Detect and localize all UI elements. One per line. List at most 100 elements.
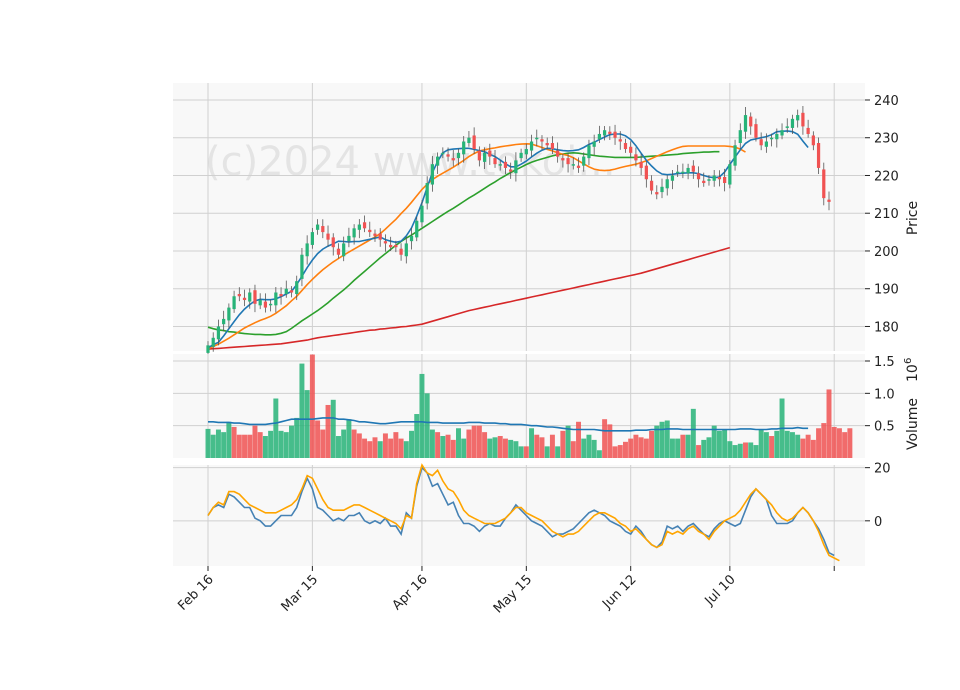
volume-bar <box>560 430 566 458</box>
candle-body <box>655 192 659 195</box>
volume-bar <box>784 430 790 458</box>
candle-body <box>462 141 466 155</box>
candle-body <box>498 164 502 166</box>
y-tick-label: 240 <box>874 94 899 109</box>
volume-bar <box>257 432 263 458</box>
candle-body <box>629 146 633 153</box>
volume-bar <box>461 438 467 458</box>
volume-bar <box>737 443 743 458</box>
volume-bar <box>722 429 728 458</box>
candle-body <box>702 180 706 184</box>
volume-bars <box>205 354 853 458</box>
y-tick-label: 230 <box>874 132 899 147</box>
volume-bar <box>633 434 639 458</box>
volume-bar <box>362 438 368 458</box>
candle-body <box>446 154 450 157</box>
x-tick-label: May 15 <box>491 572 535 616</box>
x-axis: Feb 16 Mar 15 Apr 16 May 15 Jun 12 Jul 10 <box>175 566 835 616</box>
ma-long-line <box>207 150 720 336</box>
price-grid <box>173 83 865 351</box>
volume-bar <box>403 441 409 458</box>
candle-body <box>482 152 487 162</box>
candle-body <box>571 164 575 166</box>
candle-body <box>336 248 341 255</box>
y-tick-label: 20 <box>874 462 891 477</box>
candle-body <box>477 150 481 161</box>
volume-bar <box>612 446 618 458</box>
candle-body <box>582 156 586 166</box>
candle-body <box>441 152 445 155</box>
y-tick-label: 0.5 <box>874 420 895 435</box>
volume-bar <box>623 441 628 458</box>
volume-bar <box>236 434 242 458</box>
candle-body <box>289 290 294 293</box>
volume-bar <box>330 399 336 458</box>
volume-bar <box>482 432 488 458</box>
volume-bar <box>795 434 801 458</box>
y-tick-label: 1.5 <box>874 355 895 370</box>
volume-bar <box>513 441 519 458</box>
candle-body <box>686 167 690 174</box>
candle-body <box>415 220 419 238</box>
volume-bar <box>654 425 660 458</box>
volume-bar <box>429 429 435 458</box>
candle-body <box>456 152 461 159</box>
candle-body <box>743 115 748 132</box>
volume-bar <box>466 429 472 458</box>
volume-bar <box>226 421 232 458</box>
volume-bar <box>690 408 696 458</box>
candle-body <box>310 232 314 245</box>
volume-bar <box>732 445 738 458</box>
candle-body <box>347 235 351 242</box>
volume-bar <box>805 434 811 458</box>
candle-body <box>378 233 382 240</box>
volume-bar <box>596 450 602 458</box>
volume-bar <box>836 428 842 458</box>
candle-body <box>785 126 789 128</box>
ma-mid-line <box>207 142 746 350</box>
candle-body <box>242 297 247 301</box>
candle-body <box>425 183 429 204</box>
candle-body <box>613 131 617 138</box>
volume-bar <box>262 436 268 458</box>
candle-body <box>712 175 716 181</box>
volume-bar <box>309 354 315 458</box>
volume-bar <box>382 433 388 458</box>
volume-bar <box>826 389 832 458</box>
oscillator-line <box>207 466 835 557</box>
volume-bar <box>409 430 414 458</box>
candle-body <box>467 137 471 144</box>
candle-body <box>717 176 722 180</box>
volume-bar <box>607 424 613 458</box>
candle-body <box>827 199 831 202</box>
candle-body <box>775 133 779 140</box>
candle-body <box>759 139 763 146</box>
y-tick-label: 190 <box>874 283 899 298</box>
volume-bar <box>549 434 555 458</box>
candle-body <box>503 161 508 168</box>
volume-bar <box>706 437 712 458</box>
candle-body <box>399 248 403 255</box>
candle-body <box>295 281 299 295</box>
candle-body <box>691 165 695 172</box>
oscillator-lines <box>207 463 840 562</box>
candle-body <box>769 137 774 140</box>
candle-body <box>373 233 377 236</box>
volume-bar <box>518 446 524 458</box>
volume-bar <box>289 425 294 458</box>
candle-body <box>263 301 268 308</box>
candle-body <box>602 130 607 136</box>
volume-bar <box>544 446 550 458</box>
candle-body <box>509 169 513 172</box>
candle-body <box>420 205 424 223</box>
candle-body <box>300 254 304 279</box>
candle-body <box>556 150 560 157</box>
volume-bar <box>320 429 326 458</box>
candle-body <box>237 294 241 297</box>
candle-body <box>342 243 346 257</box>
candle-body <box>644 165 648 180</box>
volume-bar <box>576 421 581 458</box>
candle-body <box>733 145 737 166</box>
volume-bar <box>351 429 357 458</box>
volume-bar <box>278 430 284 458</box>
